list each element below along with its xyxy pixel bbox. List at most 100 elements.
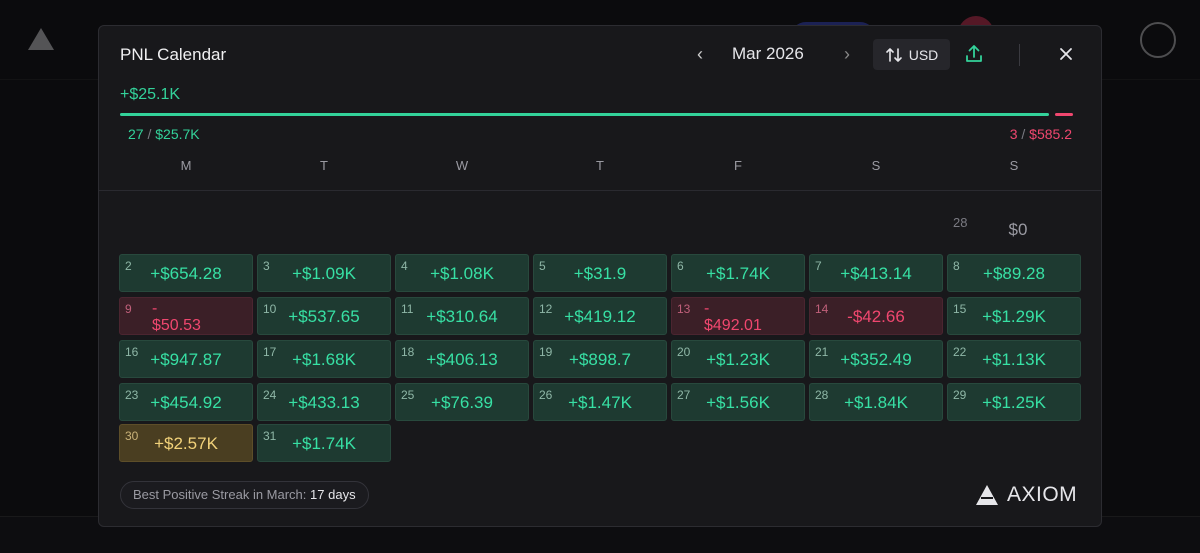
day-pnl: +$1.08K — [430, 264, 494, 283]
day-pnl: +$1.13K — [982, 350, 1046, 369]
calendar-day-cell[interactable]: 29 +$1.25K — [947, 383, 1081, 421]
calendar-day-cell: 28 $0 — [947, 212, 1081, 250]
close-icon — [1060, 48, 1072, 60]
next-month-button[interactable]: › — [844, 44, 850, 64]
day-number: 31 — [263, 429, 277, 443]
day-pnl: - $50.53 — [152, 300, 201, 334]
day-number: 11 — [401, 302, 414, 316]
calendar-day-cell[interactable]: 6 +$1.74K — [671, 254, 805, 292]
day-number: 20 — [677, 345, 691, 359]
calendar-day-cell[interactable]: 10 +$537.65 — [257, 297, 391, 335]
calendar-day-cell[interactable]: 31 +$1.74K — [257, 424, 391, 462]
calendar-day-cell[interactable]: 28 +$1.84K — [809, 383, 943, 421]
header-divider-line — [99, 190, 1101, 191]
day-number: 24 — [263, 388, 277, 402]
day-pnl: +$898.7 — [569, 350, 631, 369]
day-pnl: +$1.84K — [844, 393, 908, 412]
swap-vertical-icon — [885, 47, 902, 62]
weekday-header: T — [320, 158, 328, 173]
day-number: 13 — [677, 302, 691, 316]
calendar-day-cell[interactable]: 22 +$1.13K — [947, 340, 1081, 378]
calendar-day-cell[interactable]: 7 +$413.14 — [809, 254, 943, 292]
calendar-day-cell[interactable]: 14 -$42.66 — [809, 297, 943, 335]
day-number: 6 — [677, 259, 684, 273]
upload-icon — [966, 45, 982, 62]
share-button[interactable] — [961, 41, 987, 67]
background-logo-icon — [28, 28, 54, 50]
day-pnl: +$537.65 — [288, 307, 360, 326]
day-number: 19 — [539, 345, 553, 359]
calendar-day-cell[interactable]: 23 +$454.92 — [119, 383, 253, 421]
day-number: 16 — [125, 345, 139, 359]
day-pnl: +$2.57K — [154, 434, 218, 453]
calendar-day-cell[interactable]: 15 +$1.29K — [947, 297, 1081, 335]
close-button[interactable] — [1053, 41, 1079, 67]
calendar-day-cell[interactable]: 17 +$1.68K — [257, 340, 391, 378]
calendar-day-cell[interactable]: 2 +$654.28 — [119, 254, 253, 292]
calendar-day-cell[interactable]: 30 +$2.57K — [119, 424, 253, 462]
previous-month-button[interactable]: ‹ — [697, 44, 703, 64]
day-number: 15 — [953, 302, 967, 316]
day-number: 27 — [677, 388, 691, 402]
calendar-day-cell[interactable]: 20 +$1.23K — [671, 340, 805, 378]
weekday-header: S — [1009, 158, 1019, 173]
calendar-day-cell[interactable]: 8 +$89.28 — [947, 254, 1081, 292]
day-number: 25 — [401, 388, 415, 402]
calendar-day-cell[interactable]: 19 +$898.7 — [533, 340, 667, 378]
day-number: 22 — [953, 345, 967, 359]
weekday-header: M — [180, 158, 192, 173]
calendar-day-cell[interactable]: 4 +$1.08K — [395, 254, 529, 292]
day-pnl: $0 — [1008, 220, 1028, 239]
day-pnl: +$1.68K — [292, 350, 356, 369]
day-pnl: +$433.13 — [288, 393, 360, 412]
weekday-header: W — [455, 158, 469, 173]
day-pnl: +$947.87 — [150, 350, 222, 369]
loss-stats: 3 / $585.2 — [1009, 126, 1072, 142]
day-number: 12 — [539, 302, 553, 316]
calendar-day-cell[interactable]: 26 +$1.47K — [533, 383, 667, 421]
weekday-header: F — [734, 158, 742, 173]
pnl-calendar-modal: PNL Calendar ‹ Mar 2026 › USD +$25.1K 27… — [98, 25, 1102, 527]
day-pnl: +$454.92 — [150, 393, 222, 412]
calendar-day-cell[interactable]: 27 +$1.56K — [671, 383, 805, 421]
day-number: 2 — [125, 259, 132, 273]
calendar-day-cell[interactable]: 13 - $492.01 — [671, 297, 805, 335]
day-number: 21 — [815, 345, 829, 359]
streak-badge: Best Positive Streak in March: 17 days — [120, 481, 369, 509]
day-pnl: +$1.25K — [982, 393, 1046, 412]
day-pnl: +$1.74K — [706, 264, 770, 283]
day-number: 4 — [401, 259, 408, 273]
streak-label: Best Positive Streak in March: — [133, 487, 307, 502]
calendar-day-cell[interactable]: 18 +$406.13 — [395, 340, 529, 378]
day-pnl: +$1.09K — [292, 264, 356, 283]
calendar-day-cell[interactable]: 21 +$352.49 — [809, 340, 943, 378]
day-number: 10 — [263, 302, 277, 316]
day-pnl: +$1.56K — [706, 393, 770, 412]
calendar-day-cell[interactable]: 11 +$310.64 — [395, 297, 529, 335]
day-number: 30 — [125, 429, 139, 443]
day-pnl: +$1.29K — [982, 307, 1046, 326]
currency-label: USD — [908, 46, 939, 63]
calendar-day-cell[interactable]: 3 +$1.09K — [257, 254, 391, 292]
calendar-day-cell[interactable]: 16 +$947.87 — [119, 340, 253, 378]
day-pnl: +$654.28 — [150, 264, 222, 283]
month-label: Mar 2026 — [732, 44, 804, 63]
calendar-day-cell[interactable]: 24 +$433.13 — [257, 383, 391, 421]
currency-toggle-button[interactable]: USD — [873, 39, 950, 70]
streak-value: 17 days — [310, 487, 356, 502]
day-pnl: +$1.74K — [292, 434, 356, 453]
calendar-day-cell[interactable]: 25 +$76.39 — [395, 383, 529, 421]
day-number: 14 — [815, 302, 829, 316]
loss-amount: $585.2 — [1029, 126, 1072, 142]
axiom-logo-icon — [976, 485, 998, 505]
day-number: 28 — [815, 388, 829, 402]
calendar-day-cell[interactable]: 12 +$419.12 — [533, 297, 667, 335]
loss-count: 3 — [1009, 126, 1018, 142]
background-avatar — [1140, 22, 1176, 58]
loss-ratio-bar — [1055, 113, 1073, 116]
win-amount: $25.7K — [155, 126, 200, 142]
day-number: 5 — [539, 259, 546, 273]
calendar-day-cell[interactable]: 9 - $50.53 — [119, 297, 253, 335]
calendar-day-cell[interactable]: 5 +$31.9 — [533, 254, 667, 292]
day-number: 18 — [401, 345, 415, 359]
